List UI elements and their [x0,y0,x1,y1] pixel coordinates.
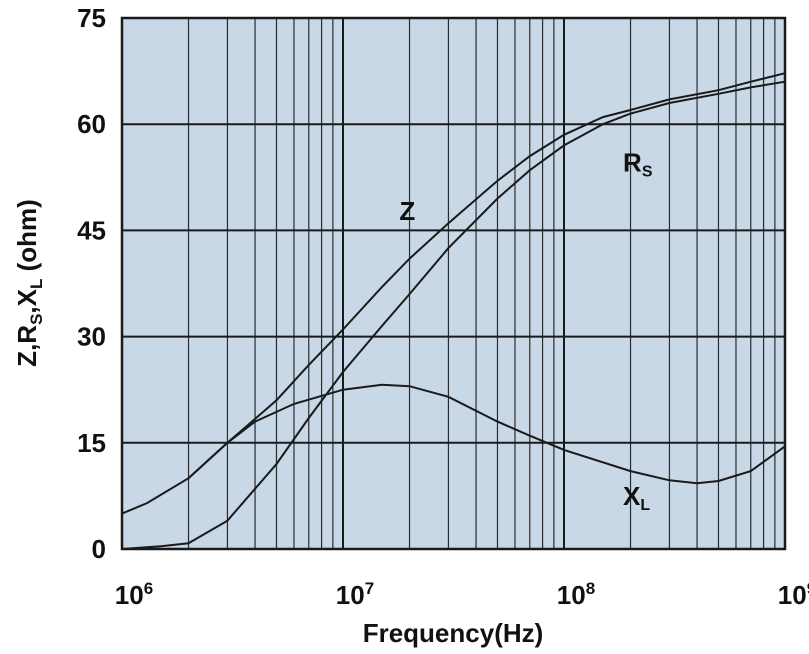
y-axis-title: Z,RS,XL (ohm) [12,199,46,367]
x-tick-label: 107 [336,579,374,610]
y-axis-title-main: Z,R [12,325,42,367]
y-tick-label: 75 [77,3,106,33]
y-tick-label: 45 [77,215,106,245]
y-tick-labels: 0 15 30 45 60 75 [77,3,106,564]
x-tick-label: 106 [115,579,153,610]
plot-background [122,18,785,549]
grid-minor [187,18,776,549]
x-tick-labels: 106 107 108 109 [115,579,809,610]
y-axis-title-sep: ,X [12,288,42,313]
plot-frame [120,16,787,551]
series-line-xl [187,383,786,485]
x-tick-label: 108 [557,579,595,610]
y-tick-label: 0 [92,534,106,564]
y-tick-label: 15 [77,428,106,458]
curve-label-z: Z [399,196,415,226]
y-tick-label: 30 [77,322,106,352]
curve-label-rs: RS [623,148,653,181]
y-axis-title-sub-s: S [27,314,46,325]
y-axis-title-unit: (ohm) [12,199,42,278]
y-tick-label: 60 [77,109,106,139]
series-line-rs [121,80,786,550]
series-lines [121,72,786,550]
y-axis-title-sub-l: L [27,279,46,289]
curve-labels: Z RS XL [399,148,652,514]
x-axis-title: Frequency(Hz) [363,618,544,648]
x-tick-label: 109 [778,579,809,610]
curve-label-xl: XL [623,481,650,514]
